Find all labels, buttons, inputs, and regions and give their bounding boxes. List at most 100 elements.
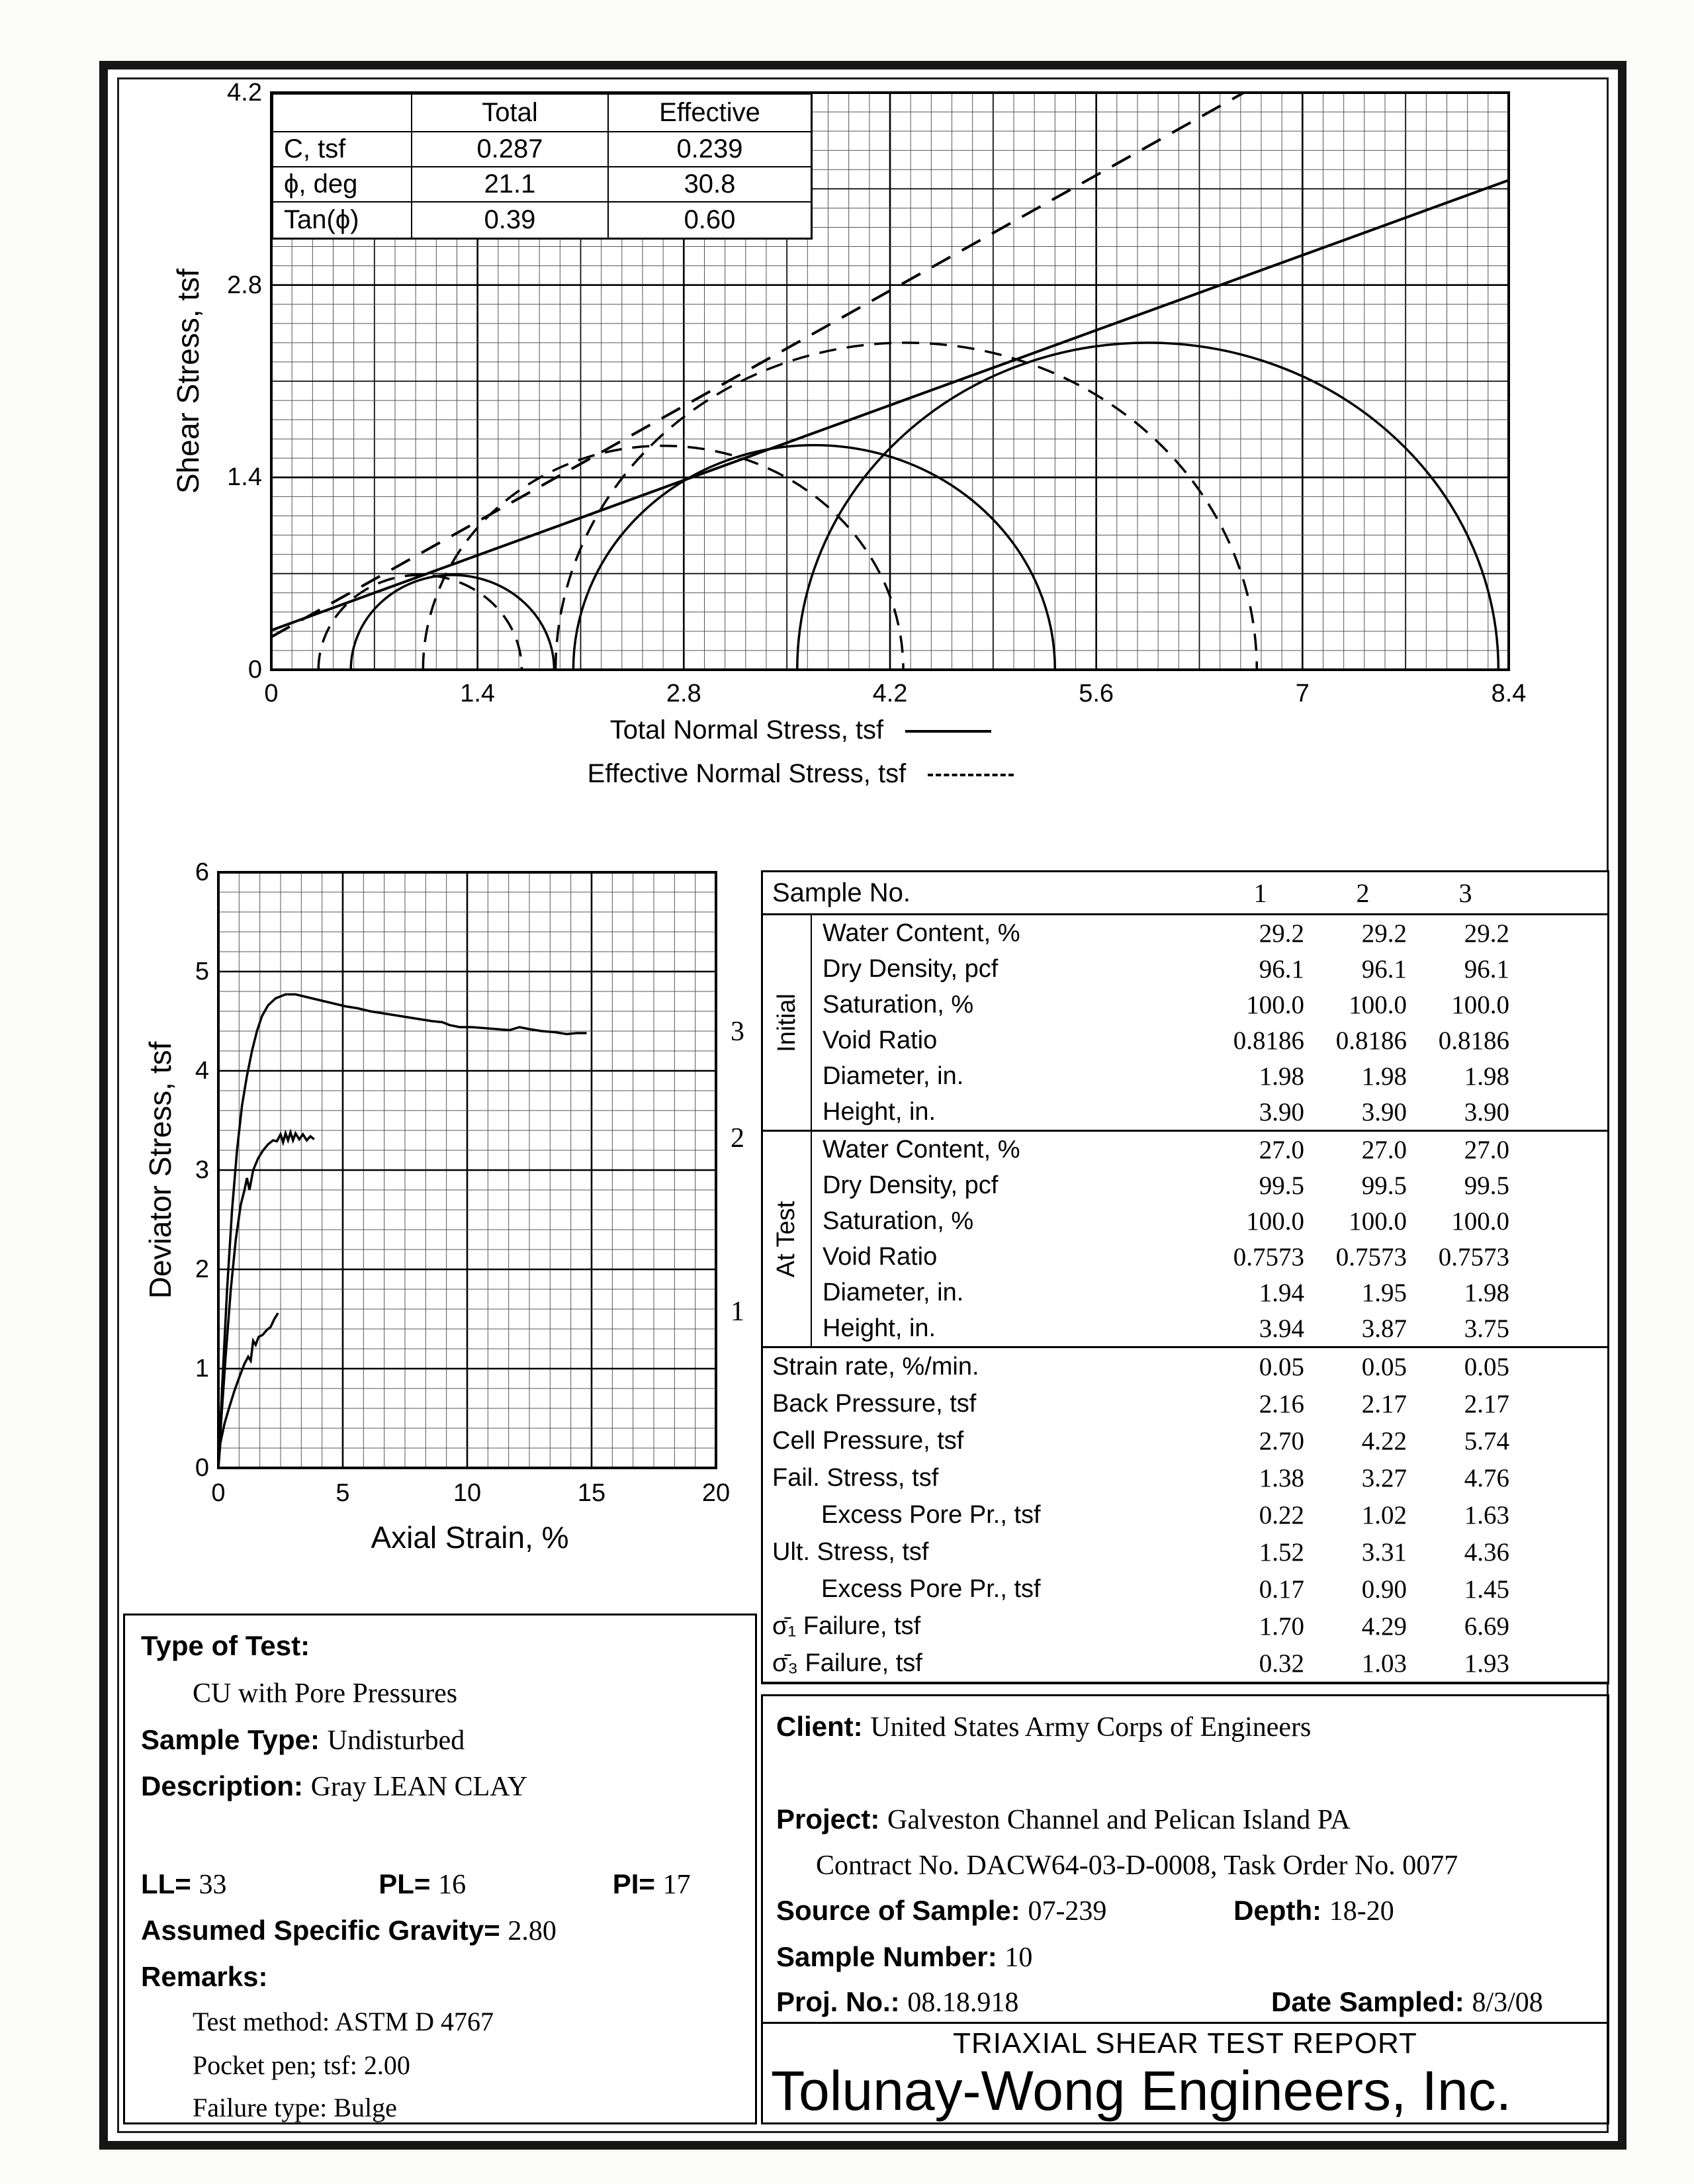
- curve-label-2: 2: [731, 1122, 744, 1154]
- table-row: Height, in. 3.94 3.87 3.75: [812, 1310, 1607, 1346]
- mohr-y-tick: 2.8: [227, 271, 262, 299]
- mohr-x-tick: 7: [1295, 680, 1310, 707]
- stress-strain-canvas: [217, 871, 717, 1469]
- stress-strain-y-tick: 4: [195, 1057, 209, 1085]
- value-cell: 2.70: [1259, 1426, 1304, 1455]
- mohr-chart-legend: Total Normal Stress, tsf Effective Norma…: [437, 713, 1165, 801]
- value-cell: 1.70: [1259, 1612, 1304, 1641]
- remark-failure-type: Failure type: Bulge: [193, 2093, 397, 2122]
- type-of-test-label: Type of Test:: [141, 1630, 310, 1661]
- remark-pocket-pen: Pocket pen; tsf: 2.00: [193, 2050, 410, 2080]
- row-label: Height, in.: [823, 1314, 936, 1342]
- value-cell: 27.0: [1361, 1135, 1407, 1164]
- row-label: Ult. Stress, tsf: [772, 1537, 929, 1566]
- value-cell: 100.0: [1349, 1206, 1407, 1236]
- report-title: TRIAXIAL SHEAR TEST REPORT: [953, 2027, 1417, 2060]
- sample-col-1: 1: [1253, 878, 1267, 908]
- value-cell: 100.0: [1246, 990, 1304, 1019]
- value-cell: 3.90: [1259, 1097, 1304, 1126]
- mohr-x-tick: 0: [264, 680, 279, 707]
- group-rotated-label: Initial: [763, 915, 812, 1130]
- value-cell: 1.94: [1259, 1278, 1304, 1307]
- value-cell: 3.90: [1361, 1097, 1407, 1126]
- value-cell: 1.02: [1361, 1500, 1407, 1529]
- row-label: Diameter, in.: [823, 1278, 964, 1306]
- param-tan-effective: 0.60: [684, 205, 736, 234]
- value-cell: 0.8186: [1335, 1026, 1407, 1055]
- value-cell: 27.0: [1464, 1135, 1509, 1164]
- source-depth-line: Source of Sample: 07-239 Depth: 18-20: [776, 1895, 1394, 1927]
- curve-sample-3: [217, 993, 587, 1469]
- remark-test-method: Test method: ASTM D 4767: [193, 2007, 494, 2036]
- grid-lines: [217, 871, 717, 1469]
- mohr-y-axis-label: Shear Stress, tsf: [171, 268, 205, 494]
- table-row: Fail. Stress, tsf 1.38 3.27 4.76: [763, 1459, 1607, 1496]
- row-label: Excess Pore Pr., tsf: [821, 1574, 1041, 1603]
- value-cell: 4.22: [1361, 1426, 1407, 1455]
- curve-sample-1: [217, 1312, 279, 1469]
- mohr-y-tick: 1.4: [227, 463, 262, 492]
- sample-group-initial: Initial Water Content, % 29.2 29.2 29.2 Dry D…: [763, 915, 1607, 1132]
- row-label: Fail. Stress, tsf: [772, 1463, 939, 1492]
- param-row-tan-label: Tan(ϕ): [273, 203, 412, 238]
- mohr-circle-effective: [317, 574, 523, 670]
- contract-line: Contract No. DACW64-03-D-0008, Task Orde…: [816, 1850, 1458, 1881]
- sample-table-header: Sample No. 1 2 3: [763, 872, 1607, 915]
- table-row: σ̄₃ Failure, tsf 0.32 1.03 1.93: [763, 1645, 1607, 1682]
- description-line: Description: Gray LEAN CLAY: [141, 1770, 528, 1802]
- mohr-x-tick: 8.4: [1491, 680, 1527, 707]
- type-of-test-value: CU with Pore Pressures: [193, 1678, 458, 1709]
- mohr-x-tick: 5.6: [1079, 680, 1114, 707]
- value-cell: 4.29: [1361, 1612, 1407, 1641]
- sample-col-3: 3: [1458, 878, 1472, 908]
- value-cell: 0.05: [1259, 1352, 1304, 1381]
- client-line: Client: United States Army Corps of Engi…: [776, 1711, 1312, 1743]
- curve-label-3: 3: [731, 1017, 744, 1047]
- project-info-box: Client: United States Army Corps of Engi…: [761, 1694, 1609, 2124]
- value-cell: 4.36: [1464, 1537, 1509, 1567]
- table-row: Water Content, % 27.0 27.0 27.0: [812, 1132, 1607, 1167]
- stress-strain-x-tick: 5: [335, 1479, 350, 1507]
- project-line: Project: Galveston Channel and Pelican I…: [776, 1803, 1351, 1835]
- plot-border: [217, 871, 717, 1469]
- curve-sample-2: [217, 1128, 315, 1469]
- value-cell: 27.0: [1259, 1135, 1304, 1164]
- param-col-total: Total: [412, 95, 609, 132]
- stress-strain-y-tick: 5: [195, 958, 209, 985]
- row-label: Void Ratio: [823, 1026, 938, 1054]
- table-row: Diameter, in. 1.94 1.95 1.98: [812, 1275, 1607, 1310]
- sample-group-at-test: At Test Water Content, % 27.0 27.0 27.0 Dry D…: [763, 1132, 1607, 1348]
- title-divider-line: [763, 2022, 1607, 2024]
- mohr-x-tick: 4.2: [872, 680, 908, 707]
- value-cell: 1.98: [1259, 1062, 1304, 1091]
- row-label: σ̄₁ Failure, tsf: [772, 1612, 921, 1640]
- proj-no-date-line: Proj. No.: 08.18.918 Date Sampled: 8/3/0…: [776, 1986, 1543, 2018]
- table-row: σ̄₁ Failure, tsf 1.70 4.29 6.69: [763, 1608, 1607, 1645]
- table-row: Dry Density, pcf 96.1 96.1 96.1: [812, 951, 1607, 987]
- row-label: Water Content, %: [823, 919, 1020, 947]
- param-phi-total: 21.1: [412, 167, 609, 203]
- value-cell: 0.17: [1259, 1574, 1304, 1604]
- specific-gravity-line: Assumed Specific Gravity= 2.80: [141, 1915, 557, 1946]
- value-cell: 0.22: [1259, 1500, 1304, 1529]
- stress-strain-x-axis-label: Axial Strain, %: [371, 1520, 569, 1555]
- value-cell: 2.17: [1464, 1389, 1509, 1418]
- stress-strain-y-tick: 1: [195, 1355, 209, 1383]
- table-row: Excess Pore Pr., tsf 0.17 0.90 1.45: [763, 1570, 1607, 1608]
- value-cell: 1.63: [1464, 1500, 1509, 1529]
- row-label: σ̄₃ Failure, tsf: [772, 1649, 922, 1677]
- sample-number-line: Sample Number: 10: [776, 1941, 1033, 1973]
- value-cell: 96.1: [1259, 954, 1304, 983]
- value-cell: 1.45: [1464, 1574, 1509, 1604]
- row-label: Height, in.: [823, 1097, 936, 1126]
- param-col-effective: Effective: [609, 95, 811, 132]
- table-row: Void Ratio 0.7573 0.7573 0.7573: [812, 1239, 1607, 1275]
- sample-type-line: Sample Type: Undisturbed: [141, 1724, 465, 1756]
- stress-strain-y-tick: 2: [195, 1255, 209, 1283]
- value-cell: 3.75: [1464, 1314, 1509, 1343]
- value-cell: 0.7573: [1335, 1242, 1407, 1271]
- value-cell: 0.8186: [1438, 1026, 1509, 1055]
- solid-line-sample: [905, 730, 992, 733]
- company-name: Tolunay-Wong Engineers, Inc.: [771, 2060, 1512, 2122]
- row-label: Dry Density, pcf: [823, 954, 999, 983]
